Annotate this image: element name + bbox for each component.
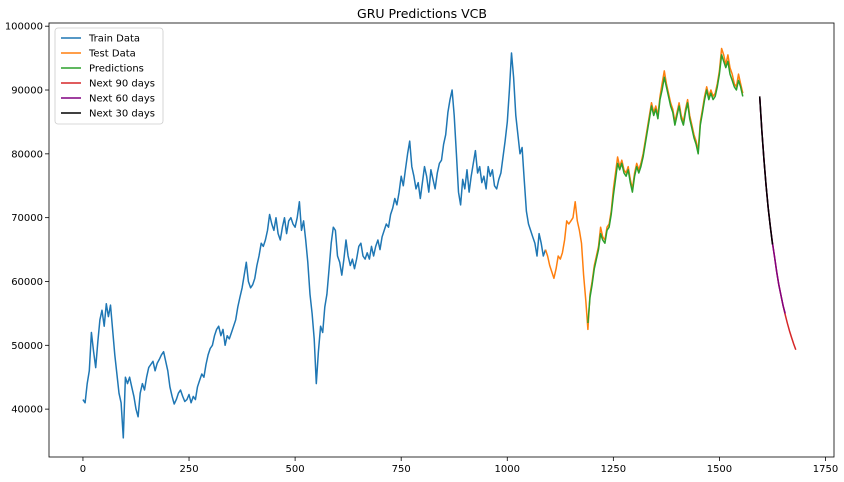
x-tick-label: 1250: [601, 464, 626, 475]
x-tick-label: 500: [286, 464, 305, 475]
y-tick-label: 100000: [5, 22, 43, 33]
y-tick-label: 40000: [11, 405, 43, 416]
x-tick-label: 250: [179, 464, 198, 475]
chart-title: GRU Predictions VCB: [357, 6, 487, 21]
legend-label: Next 90 days: [89, 79, 155, 90]
legend-label: Train Data: [88, 34, 140, 45]
y-tick-label: 60000: [11, 277, 43, 288]
x-tick-label: 1000: [495, 464, 520, 475]
y-tick-label: 70000: [11, 213, 43, 224]
y-tick-label: 80000: [11, 149, 43, 160]
x-tick-label: 1500: [707, 464, 732, 475]
x-tick-label: 750: [392, 464, 411, 475]
legend: Train Data Test Data Predictions Next 90 da…: [55, 28, 163, 124]
legend-label: Next 30 days: [89, 109, 155, 120]
x-tick-label: 0: [80, 464, 86, 475]
legend-label: Next 60 days: [89, 94, 155, 105]
legend-label: Predictions: [89, 64, 144, 75]
legend-label: Test Data: [88, 49, 136, 60]
x-tick-label: 1750: [813, 464, 838, 475]
y-tick-label: 90000: [11, 86, 43, 97]
y-tick-label: 50000: [11, 341, 43, 352]
